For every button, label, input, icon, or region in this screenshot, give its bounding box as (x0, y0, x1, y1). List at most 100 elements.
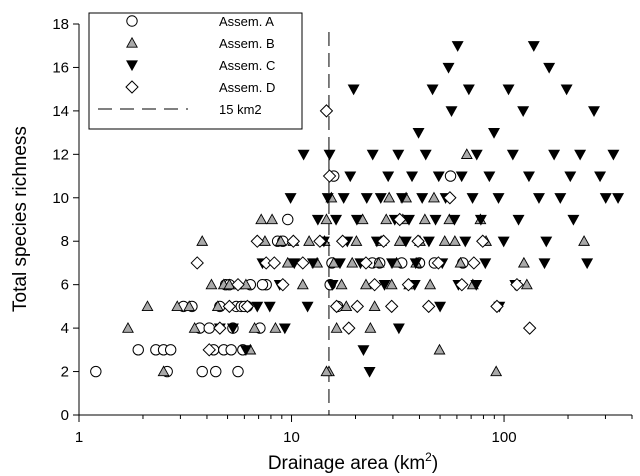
data-point (426, 84, 439, 96)
data-point (428, 191, 440, 203)
data-point (296, 256, 310, 270)
data-point (578, 235, 591, 246)
data-point (320, 365, 333, 377)
data-point (455, 277, 469, 292)
data-point (588, 106, 600, 118)
data-point (403, 214, 415, 226)
data-point (476, 234, 490, 248)
data-point (392, 323, 405, 335)
data-point (399, 236, 412, 248)
data-point (350, 214, 363, 226)
data-point (424, 278, 437, 290)
data-point (330, 214, 343, 226)
data-point (382, 171, 395, 183)
data-point (517, 106, 530, 118)
data-point (132, 344, 144, 356)
data-point (359, 256, 373, 270)
legend-label: 15 km2 (219, 102, 262, 117)
data-point (560, 84, 573, 96)
data-point (506, 149, 519, 161)
data-point (226, 323, 239, 335)
data-point (274, 235, 287, 246)
data-point (392, 149, 405, 161)
data-point (538, 258, 551, 270)
data-point (211, 300, 224, 311)
data-point (225, 344, 237, 356)
data-point (454, 256, 467, 268)
data-point (366, 149, 379, 161)
data-point (393, 212, 407, 227)
data-point (448, 235, 461, 246)
data-point (183, 300, 196, 311)
data-point (188, 321, 201, 333)
data-point (344, 171, 357, 183)
data-point (443, 191, 457, 205)
data-point (232, 365, 244, 378)
data-point (301, 301, 314, 313)
data-point (474, 214, 487, 226)
data-point (470, 149, 483, 161)
data-point (340, 300, 353, 311)
data-point (171, 300, 184, 311)
data-point (467, 256, 481, 270)
data-point (251, 301, 264, 313)
data-point (329, 299, 344, 314)
data-point (442, 62, 455, 74)
data-point (451, 41, 464, 52)
data-point (196, 235, 209, 246)
data-point (306, 258, 319, 270)
data-point (357, 345, 370, 356)
y-tick-label: 0 (61, 407, 69, 424)
data-point (385, 278, 398, 290)
data-point (434, 301, 447, 313)
data-point (320, 213, 333, 225)
data-point (311, 214, 324, 226)
data-point (599, 193, 612, 204)
data-point (490, 299, 504, 314)
data-point (502, 84, 515, 96)
data-point (445, 106, 458, 118)
data-point (350, 235, 363, 246)
data-point (376, 234, 391, 248)
data-point (368, 300, 381, 311)
legend-marker (126, 60, 138, 72)
data-point (202, 343, 216, 357)
data-point (333, 258, 346, 270)
data-point (157, 365, 170, 377)
data-point (205, 278, 218, 290)
data-point (374, 193, 387, 204)
data-point (466, 193, 479, 204)
data-point (438, 235, 451, 246)
data-point (418, 213, 431, 225)
data-point (319, 104, 334, 118)
data-point (444, 170, 457, 182)
data-point (347, 84, 360, 96)
x-axis-label: Drainage area (km2) (268, 450, 438, 474)
data-point (520, 278, 533, 290)
data-point (479, 258, 492, 270)
data-point (210, 365, 222, 378)
data-point (256, 278, 269, 291)
data-point (411, 234, 425, 248)
data-point (612, 193, 625, 204)
data-point (517, 256, 530, 268)
x-tick-label: 10 (283, 429, 300, 446)
data-point (548, 149, 561, 161)
legend-marker (126, 15, 138, 27)
y-tick-label: 12 (52, 146, 69, 163)
y-tick-label: 8 (61, 233, 69, 250)
data-point (282, 213, 294, 226)
data-point (141, 300, 154, 311)
data-point (429, 214, 442, 226)
data-point (527, 41, 540, 52)
data-point (248, 321, 261, 333)
data-point (276, 277, 290, 292)
data-point (372, 256, 385, 268)
data-point (335, 234, 350, 248)
data-point (432, 171, 445, 183)
data-point (448, 214, 461, 226)
data-point (263, 301, 276, 313)
data-point (523, 171, 535, 183)
data-point (297, 149, 310, 161)
